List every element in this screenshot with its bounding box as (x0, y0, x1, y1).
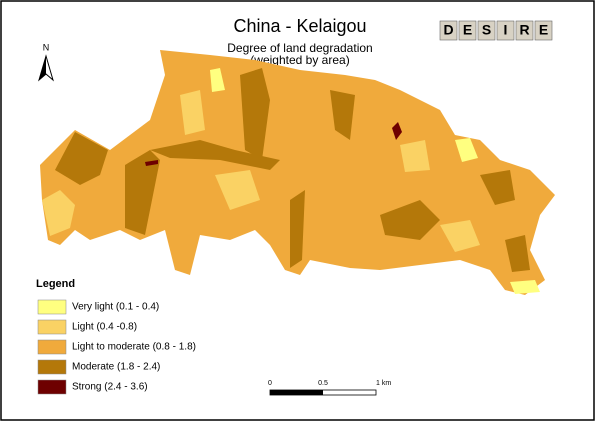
region (330, 90, 355, 140)
region (210, 68, 225, 92)
region (180, 90, 205, 135)
logo-letter: E (539, 22, 548, 38)
legend-swatch (37, 359, 67, 375)
logo-tile (496, 20, 515, 41)
scale-bar: 0 0.5 1 km (268, 380, 391, 396)
region (510, 280, 540, 294)
region (400, 140, 430, 172)
logo-letter: R (519, 22, 529, 38)
region (150, 140, 280, 170)
map (40, 50, 555, 295)
logo-letter: D (443, 22, 453, 38)
region (55, 132, 108, 185)
legend-swatch (37, 379, 67, 395)
region (380, 200, 440, 240)
legend-title: Legend (36, 278, 75, 290)
legend-swatch (37, 339, 67, 355)
scale-label: 0 (268, 380, 272, 387)
region (125, 150, 160, 235)
region (215, 170, 260, 210)
legend-label: Strong (2.4 - 3.6) (72, 382, 148, 393)
region (290, 190, 305, 268)
logo-tile (534, 20, 553, 41)
region (480, 170, 515, 205)
north-arrow-fill (39, 56, 46, 80)
legend-swatch (37, 299, 67, 315)
logo-letter: S (482, 22, 491, 38)
logo-letter: E (463, 22, 472, 38)
logo-tile (477, 20, 496, 41)
region (455, 138, 478, 162)
legend-label: Moderate (1.8 - 2.4) (72, 362, 160, 373)
logo-tile (515, 20, 534, 41)
region (240, 68, 270, 160)
subtitle: Degree of land degradation (227, 41, 372, 55)
legend-label: Very light (0.1 - 0.4) (72, 302, 159, 313)
scale-bar-segment (270, 390, 323, 395)
subtitle-note: (weighted by area) (250, 53, 349, 67)
title: China - Kelaigou (233, 16, 366, 36)
legend-label: Light (0.4 -0.8) (72, 322, 137, 333)
region (42, 190, 75, 236)
scale-label: 0.5 (318, 380, 328, 387)
logo-tile (458, 20, 477, 41)
region (440, 220, 480, 252)
legend-label: Light to moderate (0.8 - 1.8) (72, 342, 196, 353)
legend-swatch (37, 319, 67, 335)
scale-label: 1 km (376, 380, 391, 387)
region (145, 160, 158, 166)
north-label: N (43, 42, 50, 52)
logo-letter: I (504, 22, 508, 38)
region (392, 122, 402, 140)
logo-tile (439, 20, 458, 41)
legend: Very light (0.1 - 0.4) Light (0.4 -0.8) Li… (37, 299, 196, 395)
region (505, 235, 530, 272)
